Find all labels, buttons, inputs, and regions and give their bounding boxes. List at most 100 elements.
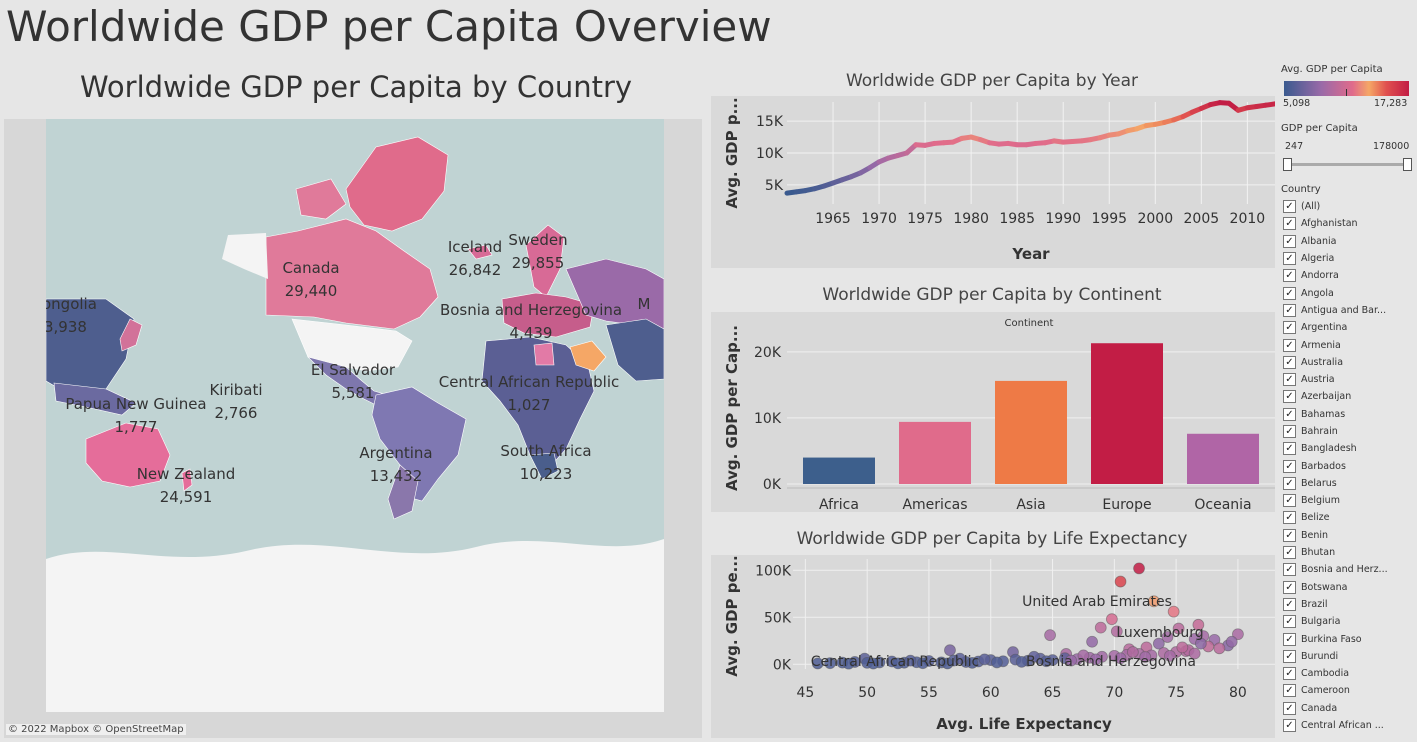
- checkbox-checked-icon[interactable]: ✓: [1283, 217, 1296, 231]
- checkbox-checked-icon[interactable]: ✓: [1283, 303, 1296, 317]
- checkbox-checked-icon[interactable]: ✓: [1283, 615, 1296, 629]
- scatter-chart[interactable]: 45 50 55 60 65 70 75 80 0K 50K 100K United Arab Emi…: [711, 555, 1275, 738]
- country-filter-item[interactable]: ✓ Burundi: [1283, 648, 1417, 665]
- scatter-point[interactable]: [1105, 613, 1118, 626]
- checkbox-checked-icon[interactable]: ✓: [1283, 373, 1296, 387]
- country-filter-item[interactable]: ✓ Barbados: [1283, 457, 1417, 474]
- checkbox-checked-icon[interactable]: ✓: [1283, 321, 1296, 335]
- map-country-alaska[interactable]: [222, 233, 268, 279]
- map-country-argentina[interactable]: [387, 464, 419, 520]
- scatter-point[interactable]: [1192, 618, 1205, 631]
- scatter-point[interactable]: [1094, 621, 1107, 634]
- scatter-point[interactable]: [1114, 652, 1127, 665]
- checkbox-checked-icon[interactable]: ✓: [1283, 390, 1296, 404]
- checkbox-checked-icon[interactable]: ✓: [1283, 528, 1296, 542]
- country-filter-item[interactable]: ✓ Bangladesh: [1283, 440, 1417, 457]
- range-slider-max-handle[interactable]: [1403, 158, 1412, 171]
- bar-chart-panel[interactable]: Continent 0K 10K 20K Africa Americas Asia Europ…: [711, 312, 1275, 513]
- country-filter-item[interactable]: ✓ Belize: [1283, 509, 1417, 526]
- checkbox-checked-icon[interactable]: ✓: [1283, 632, 1296, 646]
- checkbox-checked-icon[interactable]: ✓: [1283, 459, 1296, 473]
- country-filter-item[interactable]: ✓ Australia: [1283, 354, 1417, 371]
- country-filter-item[interactable]: ✓ Bulgaria: [1283, 613, 1417, 630]
- map-country-africa[interactable]: [481, 336, 595, 470]
- checkbox-checked-icon[interactable]: ✓: [1283, 234, 1296, 248]
- scatter-point[interactable]: [842, 657, 855, 670]
- scatter-point[interactable]: [1147, 595, 1160, 608]
- checkbox-checked-icon[interactable]: ✓: [1283, 425, 1296, 438]
- country-filter-item[interactable]: ✓ Belarus: [1283, 475, 1417, 492]
- country-filter-item[interactable]: ✓ Burkina Faso: [1283, 630, 1417, 647]
- checkbox-checked-icon[interactable]: ✓: [1283, 338, 1296, 352]
- scatter-point[interactable]: [1213, 642, 1226, 655]
- country-filter-item[interactable]: ✓ Benin: [1283, 527, 1417, 544]
- country-filter-item[interactable]: ✓ Cambodia: [1283, 665, 1417, 682]
- map-panel[interactable]: Canada 29,440 Iceland 26,842 Sweden 29,855 ong…: [4, 119, 702, 738]
- scatter-point[interactable]: [867, 657, 880, 670]
- map-country-saudi-arabia[interactable]: [569, 340, 607, 372]
- country-filter-item[interactable]: ✓ Cameroon: [1283, 682, 1417, 699]
- checkbox-checked-icon[interactable]: ✓: [1283, 649, 1296, 663]
- range-slider-track[interactable]: [1287, 163, 1409, 166]
- checkbox-checked-icon[interactable]: ✓: [1283, 546, 1296, 560]
- map-country-new-zealand[interactable]: [181, 468, 193, 492]
- scatter-point[interactable]: [1028, 650, 1040, 663]
- country-filter-item[interactable]: ✓ Bhutan: [1283, 544, 1417, 561]
- checkbox-checked-icon[interactable]: ✓: [1283, 200, 1296, 214]
- map-country-india[interactable]: [605, 318, 664, 382]
- scatter-point[interactable]: [1044, 629, 1056, 642]
- scatter-point[interactable]: [892, 657, 904, 670]
- checkbox-checked-icon[interactable]: ✓: [1283, 269, 1296, 283]
- map-country-canada-islands[interactable]: [295, 178, 347, 220]
- scatter-point[interactable]: [1225, 635, 1238, 648]
- checkbox-checked-icon[interactable]: ✓: [1283, 667, 1296, 681]
- scatter-point[interactable]: [904, 654, 917, 667]
- scatter-point[interactable]: [1086, 635, 1098, 648]
- country-filter-item[interactable]: ✓ Brazil: [1283, 596, 1417, 613]
- scatter-point[interactable]: [1114, 575, 1127, 588]
- scatter-point[interactable]: [1194, 637, 1207, 650]
- country-filter-item[interactable]: ✓ Antigua and Bar...: [1283, 302, 1417, 319]
- country-filter-item[interactable]: ✓ Bahrain: [1283, 423, 1417, 440]
- scatter-point[interactable]: [1167, 605, 1180, 618]
- scatter-point[interactable]: [916, 657, 929, 670]
- checkbox-checked-icon[interactable]: ✓: [1283, 442, 1296, 456]
- map-country-greenland[interactable]: [345, 136, 449, 232]
- map-country-europe[interactable]: [501, 292, 595, 338]
- checkbox-checked-icon[interactable]: ✓: [1283, 476, 1296, 490]
- scatter-point[interactable]: [1139, 651, 1152, 663]
- bar-asia[interactable]: [995, 380, 1067, 484]
- bar-chart[interactable]: Continent 0K 10K 20K Africa Americas Asia Europ…: [711, 312, 1275, 513]
- map-country-scandinavia[interactable]: [525, 224, 565, 298]
- map-country-iceland[interactable]: [467, 244, 493, 260]
- scatter-point[interactable]: [1172, 622, 1185, 635]
- scatter-chart-panel[interactable]: 45 50 55 60 65 70 75 80 0K 50K 100K United Arab Emi…: [711, 555, 1275, 738]
- map-country-indonesia[interactable]: [53, 382, 137, 416]
- bar-americas[interactable]: [899, 421, 971, 484]
- scatter-point[interactable]: [1164, 649, 1176, 662]
- scatter-point[interactable]: [811, 657, 824, 670]
- line-segment[interactable]: [1263, 101, 1278, 108]
- checkbox-checked-icon[interactable]: ✓: [1283, 563, 1296, 577]
- country-filter-item[interactable]: ✓ Central African ...: [1283, 717, 1417, 734]
- scatter-point[interactable]: [1161, 631, 1174, 643]
- country-filter-item[interactable]: ✓ Austria: [1283, 371, 1417, 388]
- map-country-japan[interactable]: [119, 318, 143, 352]
- map-country-asia[interactable]: [46, 298, 135, 396]
- country-filter-item[interactable]: ✓ Argentina: [1283, 319, 1417, 336]
- scatter-point[interactable]: [991, 656, 1003, 669]
- country-filter-item[interactable]: ✓ Botswana: [1283, 579, 1417, 596]
- checkbox-checked-icon[interactable]: ✓: [1283, 407, 1296, 421]
- scatter-point[interactable]: [1015, 655, 1028, 668]
- scatter-point[interactable]: [1077, 649, 1090, 662]
- checkbox-checked-icon[interactable]: ✓: [1283, 252, 1296, 266]
- scatter-point[interactable]: [1040, 655, 1053, 668]
- checkbox-checked-icon[interactable]: ✓: [1283, 684, 1296, 698]
- bar-europe[interactable]: [1091, 343, 1163, 484]
- country-filter-item[interactable]: ✓ Canada: [1283, 700, 1417, 717]
- line-chart[interactable]: 1965 1970 1975 1980 1985 1990 1995 2000 2005 2010…: [711, 96, 1278, 268]
- scatter-point[interactable]: [1089, 653, 1102, 666]
- world-map[interactable]: Canada 29,440 Iceland 26,842 Sweden 29,855 ong…: [46, 119, 664, 712]
- scatter-point[interactable]: [824, 657, 836, 670]
- scatter-point[interactable]: [1152, 637, 1165, 650]
